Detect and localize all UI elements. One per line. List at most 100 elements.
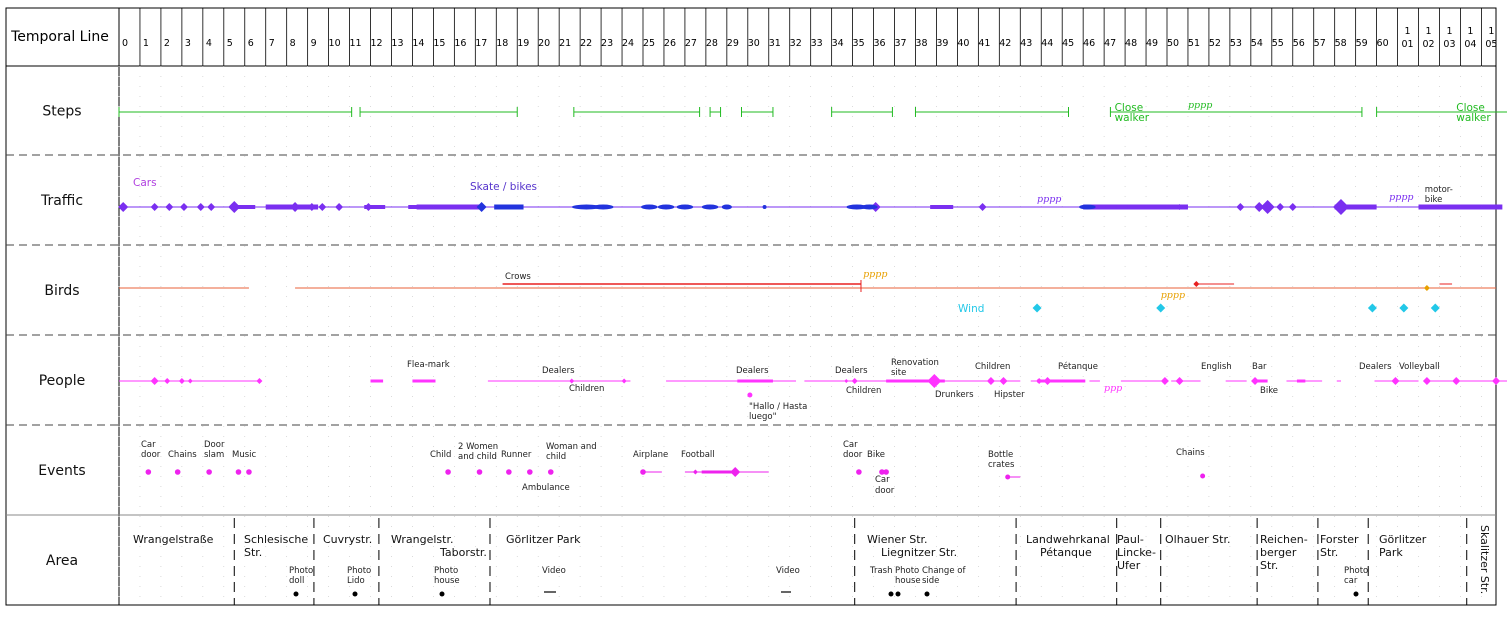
people-diamond [178,378,185,384]
tick-label: 55 [1272,38,1284,49]
area-label: Taborstr. [439,546,487,559]
traffic-diamond [290,202,301,212]
tick-label: 56 [1293,38,1305,49]
people-diamond [1036,378,1043,384]
traffic-band [930,205,954,209]
tick-label: 1 03 [1443,26,1455,50]
area-label: Cuvrystr. [323,533,372,546]
outer-frame [5,7,1497,606]
people-band [370,379,384,383]
row-label-area: Area [46,553,78,569]
event-dot [235,469,242,475]
event-label: and child [458,452,497,462]
area-label: Pétanque [1040,546,1092,559]
tick-label: 43 [1020,38,1032,49]
tick-label: 1 04 [1464,26,1476,50]
area-label: Wrangelstr. [391,533,453,546]
tick-label: 21 [559,38,571,49]
people-diamond [256,378,263,384]
area-label: Str. [1320,546,1338,559]
event-label: Airplane [633,450,668,460]
area-label: Olhauer Str. [1165,533,1231,546]
area-note: Video [542,566,566,576]
tick-label: 51 [1188,38,1200,49]
traffic-band [364,205,386,209]
area-label: Reichen- [1260,533,1308,546]
area-label: Ufer [1117,559,1141,572]
people-label: Bike [1260,386,1278,396]
people-label: Volleyball [1399,362,1440,372]
tick-label-part: 04 [1464,39,1476,50]
event-dot [145,469,152,475]
tick-label: 40 [957,38,969,49]
people-label: Dealers [736,366,769,376]
event-dot [206,469,212,475]
people-label: Children [569,384,604,394]
area-note: car [1344,576,1358,586]
crows-marker [1193,281,1200,287]
traffic-diamond [196,203,205,211]
traffic-diamond [228,201,241,213]
people-label: English [1201,362,1232,372]
tick-label: 57 [1314,38,1326,49]
event-dot [445,469,451,475]
event-label: child [546,452,566,462]
tick-label: 42 [999,38,1011,49]
tick-label-part: 1 [1405,26,1411,37]
tick-label: 5 [227,38,233,49]
tick-label: 15 [433,38,445,49]
tick-label: 20 [538,38,550,49]
traffic-band [234,205,256,209]
traffic-label-pppp: pppp [1389,192,1413,203]
tick-label: 2 [164,38,170,49]
tick-label: 41 [978,38,990,49]
tick-label: 8 [290,38,296,49]
traffic-blob [846,204,868,210]
tick-label: 6 [248,38,254,49]
traffic-diamond [118,202,129,212]
tick-label: 35 [853,38,865,49]
area-photo-dot [895,591,901,597]
area-photo-dot [888,591,894,597]
event-label: Bike [867,450,885,460]
traffic-blob [701,204,719,210]
tick-label: 27 [685,38,697,49]
event-label: door [875,486,895,496]
wind-diamond [1367,303,1377,313]
area-label: Lincke- [1117,546,1156,559]
area-note: house [895,576,921,586]
steps-label: walker [1115,112,1150,124]
traffic-band [1116,205,1128,209]
wind-diamond [1156,303,1166,313]
row-label-people: People [39,373,86,389]
people-label: Bar [1252,362,1267,372]
event-label: Music [232,450,257,460]
tick-label: 49 [1146,38,1158,49]
people-dot [747,392,753,398]
people-band [1257,379,1268,383]
traffic-blob [676,204,694,210]
traffic-diamond [179,203,188,211]
area-note: house [434,576,460,586]
traffic-band [416,204,480,210]
event-diamond [730,467,741,477]
area-photo-dot [1353,591,1359,597]
people-diamond [851,378,858,384]
people-label: ppp [1104,383,1122,394]
people-diamond [999,377,1008,385]
area-label: Schlesische [244,533,308,546]
event-dot [174,469,181,475]
traffic-diamond [335,203,344,211]
people-label: Pétanque [1058,361,1098,372]
people-diamond [1175,377,1184,385]
event-label: door [141,450,161,460]
birds-label-pppp: pppp [1161,290,1185,301]
tick-label: 58 [1335,38,1347,49]
people-label: "Hallo / Hasta [749,402,807,412]
event-label: Football [681,450,715,460]
traffic-band [1418,204,1503,210]
people-band [737,379,773,383]
event-label: door [843,450,863,460]
diagram-title: Temporal Line [10,29,109,45]
